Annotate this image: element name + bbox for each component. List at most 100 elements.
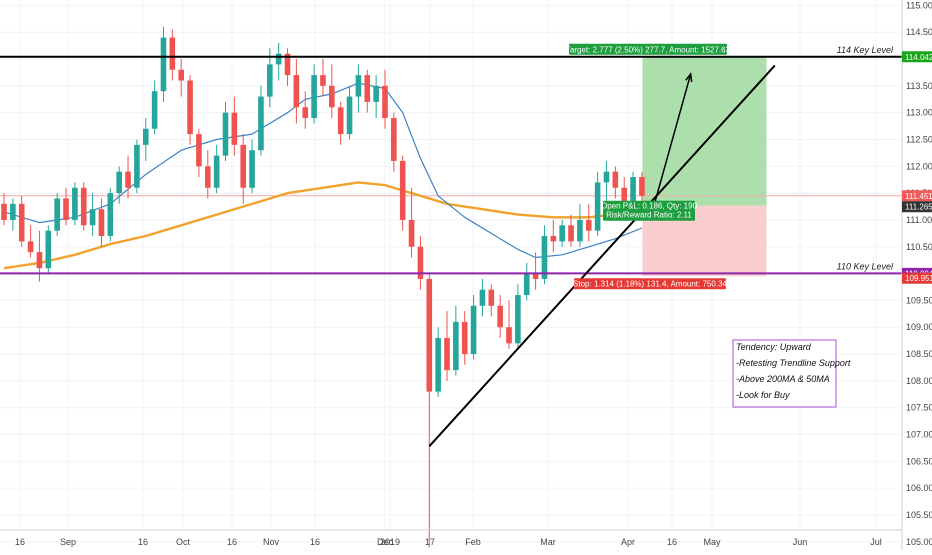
candle-body	[337, 107, 344, 135]
candle-body	[169, 37, 176, 70]
candles	[1, 26, 645, 548]
candle-body	[320, 75, 326, 86]
x-tick-label: 2019	[380, 537, 400, 547]
y-tick-label: 113.500	[906, 81, 932, 91]
candle-body	[364, 75, 371, 102]
price-tag	[902, 272, 932, 284]
x-tick-label: Jul	[870, 537, 882, 547]
candle-body	[417, 246, 424, 279]
price-tag	[902, 190, 932, 202]
y-tick-label: 105.000	[906, 537, 932, 547]
arrow-head	[685, 72, 693, 83]
x-tick-label: Apr	[621, 537, 635, 547]
candle-body	[311, 75, 317, 119]
candle-body	[461, 321, 468, 355]
x-tick-label: Dec	[377, 537, 394, 547]
x-tick-label: Oct	[176, 537, 191, 547]
candle-body	[187, 80, 193, 135]
candle-body	[568, 225, 574, 242]
grid	[0, 0, 902, 543]
candle-body	[603, 171, 610, 183]
x-tick-label: 16	[15, 537, 25, 547]
x-tick-label: Feb	[465, 537, 481, 547]
price-tag	[902, 51, 932, 63]
candle-body	[151, 91, 158, 129]
x-tick-label: 16	[310, 537, 320, 547]
candle-body	[329, 85, 335, 108]
candle-body	[293, 75, 300, 108]
candle-body	[267, 64, 273, 97]
y-tick-label: 107.500	[906, 403, 932, 413]
x-tick-label: 16	[227, 537, 237, 547]
y-tick-label: 112.500	[906, 134, 932, 144]
candle-body	[541, 236, 548, 279]
candle-body	[408, 219, 415, 247]
candle-body	[196, 134, 202, 167]
candle-body	[639, 177, 645, 196]
y-tick-label: 106.000	[906, 483, 932, 493]
candle-body	[550, 236, 557, 242]
price-tag-label: 114.042	[905, 53, 932, 62]
candle-body	[178, 69, 184, 81]
candle-body	[426, 278, 433, 392]
target-label-box	[569, 43, 727, 55]
candle-body	[134, 144, 140, 188]
stop-label: Stop: 1.314 (1.18%) 131.4, Amount: 750.3…	[573, 280, 727, 289]
candle-body	[453, 321, 459, 371]
moving-averages	[3, 82, 643, 270]
price-tag	[902, 201, 932, 213]
candle-body	[284, 53, 291, 76]
x-tick-label: 17	[425, 537, 435, 547]
y-tick-label: 108.500	[906, 349, 932, 359]
candle-body	[559, 225, 565, 242]
ratio-label: Risk/Reward Ratio: 2.11	[606, 211, 692, 220]
candle-body	[497, 305, 503, 328]
y-tick-label: 106.500	[906, 456, 932, 466]
projection-arrow	[654, 73, 692, 202]
annotation-line: -Look for Buy	[736, 390, 790, 400]
candle-body	[275, 53, 282, 65]
candle-body	[160, 37, 167, 92]
x-tick-label: May	[703, 537, 721, 547]
candle-body	[80, 187, 87, 226]
candle-body	[373, 85, 379, 102]
annotation-line: -Retesting Trendline Support	[736, 358, 851, 368]
y-tick-label: 110.500	[906, 242, 932, 252]
candle-body	[1, 203, 7, 220]
candle-body	[470, 305, 477, 355]
price-tag-label: 109.951	[905, 274, 932, 283]
candle-body	[204, 166, 211, 188]
y-tick-label: 109.500	[906, 295, 932, 305]
x-tick-label: Mar	[540, 537, 556, 547]
labels: Target: 2.777 (2.50%) 277.7, Amount: 152…	[566, 43, 932, 408]
target-zone	[642, 56, 767, 206]
drawings	[428, 64, 776, 447]
candle-body	[240, 144, 247, 188]
candle-body	[585, 219, 592, 231]
candle-body	[382, 85, 388, 119]
candle-body	[523, 273, 530, 296]
candle-body	[36, 252, 43, 269]
candle-body	[27, 241, 34, 253]
candle-body	[107, 193, 114, 237]
candle-body	[479, 289, 486, 306]
candle-body	[45, 230, 52, 269]
candle-body	[594, 182, 601, 231]
x-tick-label: Sep	[60, 537, 76, 547]
candle-body	[346, 96, 353, 135]
candle-body	[116, 171, 122, 194]
x-tick-label: Nov	[263, 537, 280, 547]
y-tick-label: 111.000	[906, 215, 932, 225]
ma200-line	[3, 181, 643, 270]
candle-body	[249, 150, 255, 188]
candle-body	[142, 128, 149, 145]
candle-body	[435, 337, 441, 392]
candle-body	[258, 96, 264, 151]
y-tick-label: 107.000	[906, 430, 932, 440]
annotation-line: -Above 200MA & 50MA	[736, 374, 830, 384]
candle-body	[444, 337, 450, 371]
candle-body	[612, 171, 619, 188]
candle-body	[54, 198, 60, 231]
